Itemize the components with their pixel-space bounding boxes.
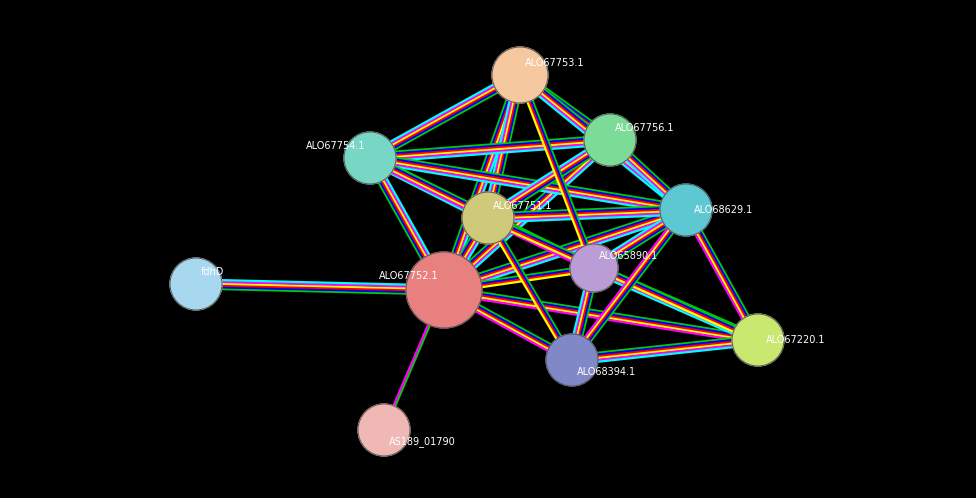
Circle shape [406, 252, 482, 328]
Circle shape [546, 334, 598, 386]
Text: ALO67751.1: ALO67751.1 [493, 201, 552, 211]
Text: ALO67754.1: ALO67754.1 [305, 141, 365, 151]
Circle shape [358, 404, 410, 456]
Circle shape [660, 184, 712, 236]
Circle shape [170, 258, 222, 310]
Circle shape [732, 314, 784, 366]
Circle shape [584, 114, 636, 166]
Text: ALO67752.1: ALO67752.1 [380, 271, 439, 281]
Circle shape [344, 132, 396, 184]
Text: ALO67220.1: ALO67220.1 [766, 335, 826, 345]
Text: ALO67756.1: ALO67756.1 [615, 123, 674, 133]
Text: ALO68394.1: ALO68394.1 [577, 367, 636, 377]
Text: ALO68629.1: ALO68629.1 [694, 205, 753, 215]
Circle shape [492, 47, 548, 103]
Circle shape [570, 244, 618, 292]
Text: ALO65890.1: ALO65890.1 [599, 251, 658, 261]
Text: ALO67753.1: ALO67753.1 [525, 58, 585, 68]
Circle shape [462, 192, 514, 244]
Text: fdhD: fdhD [201, 267, 224, 277]
Text: AS189_01790: AS189_01790 [389, 437, 456, 448]
